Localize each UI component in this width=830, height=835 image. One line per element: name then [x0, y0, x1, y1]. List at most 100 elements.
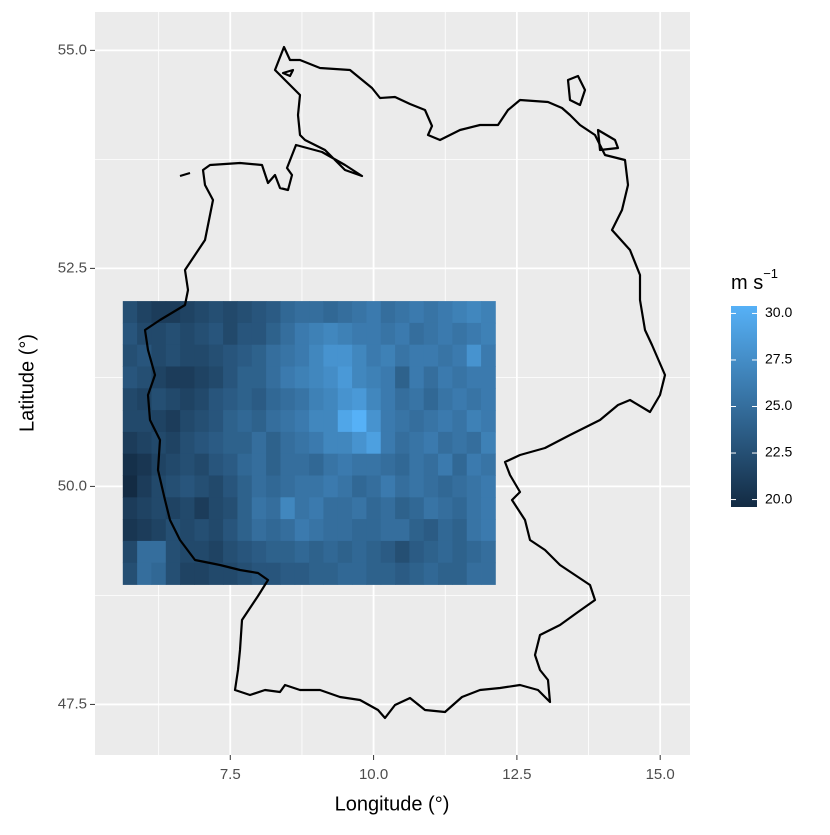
cell	[266, 431, 281, 455]
cell	[409, 453, 425, 476]
y-tick-label: 55.0	[58, 41, 87, 58]
cell	[337, 322, 353, 346]
cell	[223, 388, 238, 411]
cell	[122, 431, 138, 455]
cell	[137, 453, 152, 476]
cell	[481, 453, 496, 476]
axes: 7.5 10.0 12.5 15.0 47.5 50.0 52.5 55.0	[58, 41, 675, 783]
cell	[380, 366, 396, 389]
y-tick-label: 50.0	[58, 477, 87, 494]
cell	[309, 475, 324, 498]
cell	[266, 366, 281, 389]
cell	[137, 475, 152, 498]
cell	[323, 388, 339, 411]
cell	[438, 475, 453, 498]
cell	[151, 388, 167, 411]
cell	[151, 540, 167, 564]
cell	[294, 410, 310, 433]
cell	[438, 410, 453, 433]
cell	[137, 410, 152, 433]
cell	[309, 410, 324, 433]
cell	[380, 322, 396, 346]
cell	[237, 453, 253, 476]
cell	[380, 344, 396, 367]
cell	[280, 410, 296, 433]
cell	[294, 388, 310, 411]
cell	[208, 366, 224, 389]
cell	[294, 497, 310, 520]
cell	[481, 388, 496, 411]
x-tick-label: 15.0	[646, 766, 675, 783]
cell	[266, 344, 281, 367]
cell	[194, 431, 210, 455]
cell	[237, 366, 253, 389]
cell	[366, 388, 382, 411]
cell	[294, 453, 310, 476]
cell	[294, 322, 310, 346]
cell	[395, 540, 410, 564]
cell	[180, 366, 195, 389]
cell	[438, 366, 453, 389]
cell	[352, 322, 367, 346]
cell	[237, 562, 253, 585]
cell	[323, 431, 339, 455]
cell	[438, 540, 453, 564]
cell	[180, 344, 195, 367]
cell	[438, 562, 453, 585]
cell	[137, 366, 152, 389]
cell	[309, 322, 324, 346]
cell	[137, 497, 152, 520]
cell	[309, 453, 324, 476]
cell	[122, 388, 138, 411]
cell	[395, 366, 410, 389]
legend-title: m s−1	[731, 266, 778, 294]
cell	[423, 431, 439, 455]
cell	[122, 453, 138, 476]
cell	[165, 388, 181, 411]
germany-outline	[143, 45, 667, 720]
cell	[151, 322, 167, 346]
cell	[366, 475, 382, 498]
cell	[323, 497, 339, 520]
cell	[223, 431, 238, 455]
cell	[294, 431, 310, 455]
cell	[122, 344, 138, 367]
cell	[423, 519, 439, 542]
cell	[452, 322, 468, 346]
cell	[180, 388, 195, 411]
cell	[452, 366, 468, 389]
cell	[452, 453, 468, 476]
cell	[122, 366, 138, 389]
cell	[237, 344, 253, 367]
cell	[337, 366, 353, 389]
cell	[409, 497, 425, 520]
cell	[309, 431, 324, 455]
cell	[180, 453, 195, 476]
colorbar-label: 30.0	[765, 304, 792, 320]
cell	[380, 562, 396, 585]
cell	[237, 431, 253, 455]
cell	[366, 453, 382, 476]
cell	[280, 540, 296, 564]
cell	[481, 497, 496, 520]
cell	[466, 540, 482, 564]
cell	[366, 431, 382, 455]
cell	[337, 497, 353, 520]
cell	[208, 540, 224, 564]
cell	[395, 431, 410, 455]
cell	[122, 475, 138, 498]
cell	[223, 475, 238, 498]
cell	[280, 322, 296, 346]
grid	[95, 12, 690, 755]
cell	[194, 497, 210, 520]
cell	[122, 540, 138, 564]
cell	[366, 322, 382, 346]
cell	[237, 388, 253, 411]
cell	[251, 475, 267, 498]
cell	[208, 322, 224, 346]
cell	[194, 453, 210, 476]
cell	[423, 475, 439, 498]
cell	[352, 497, 367, 520]
cell	[165, 453, 181, 476]
cell	[208, 453, 224, 476]
